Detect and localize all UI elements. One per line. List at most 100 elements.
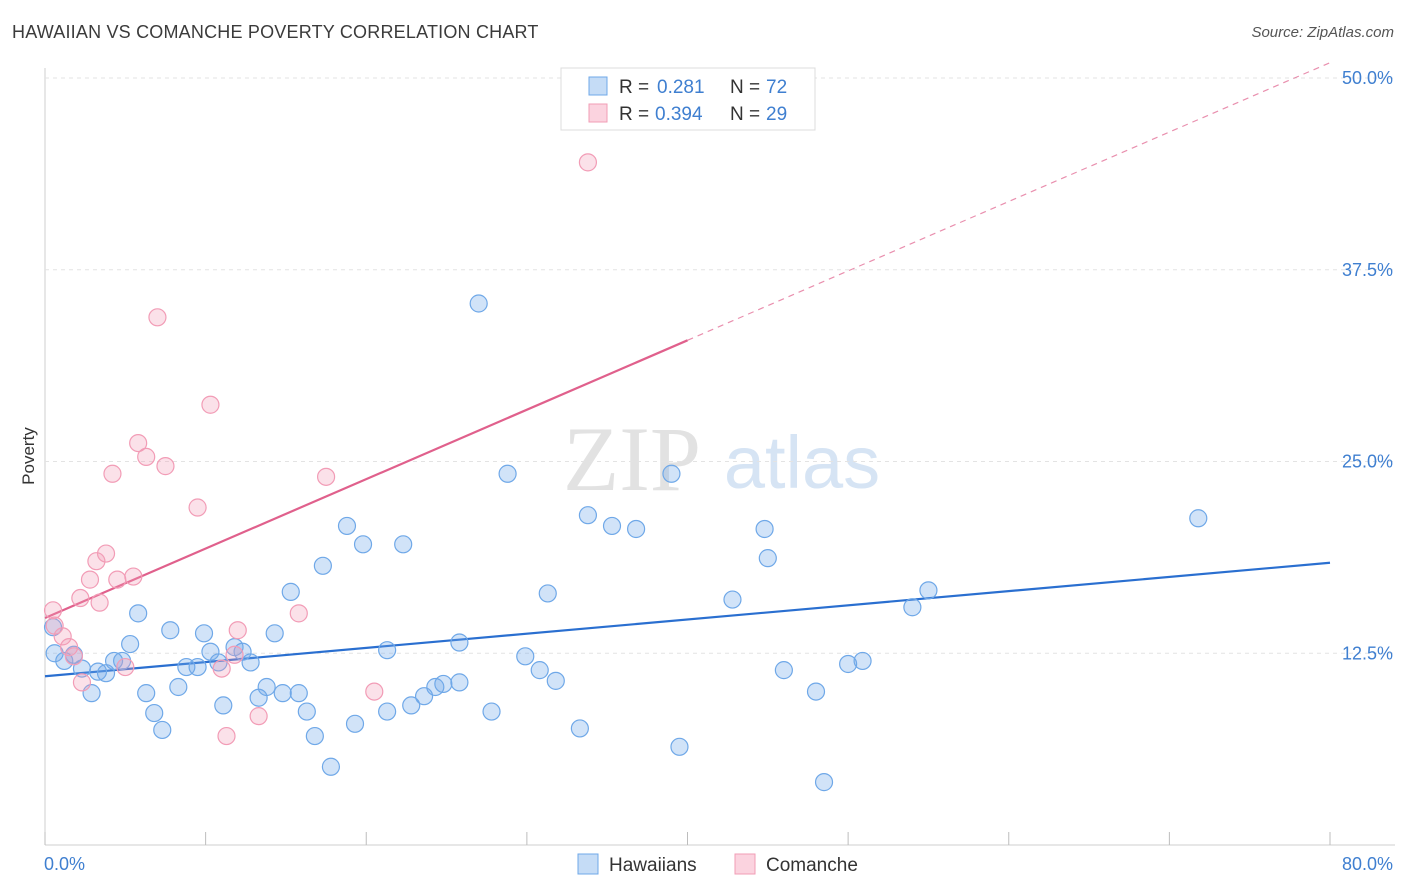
point-comanche: [137, 447, 156, 466]
point-comanche: [212, 659, 231, 678]
legend-n-value-comanche: 29: [766, 104, 787, 125]
point-hawaiians: [337, 516, 357, 536]
trend-line-hawaiians: [44, 561, 1331, 678]
y-tick-label: 12.5%: [1342, 643, 1393, 663]
point-hawaiians: [538, 584, 557, 603]
point-hawaiians: [723, 590, 742, 609]
point-comanche: [116, 657, 135, 677]
point-hawaiians: [670, 737, 689, 756]
point-hawaiians: [194, 624, 214, 643]
point-hawaiians: [394, 535, 413, 554]
x-tick-label-max: 80.0%: [1342, 854, 1393, 874]
point-comanche: [249, 707, 268, 726]
point-hawaiians: [257, 677, 276, 697]
legend-top: R = 0.281 N = 72 R = 0.394 N = 29: [560, 67, 816, 131]
point-comanche: [59, 638, 79, 657]
point-hawaiians: [273, 684, 292, 703]
data-points: [43, 153, 1208, 792]
point-hawaiians: [321, 757, 341, 776]
point-hawaiians: [853, 651, 872, 671]
point-hawaiians: [129, 604, 148, 623]
point-comanche: [316, 467, 336, 486]
y-tick-label: 50.0%: [1342, 68, 1393, 88]
point-hawaiians: [281, 582, 300, 601]
point-comanche: [64, 647, 84, 666]
legend-swatch-hawaiians: [588, 76, 608, 96]
point-hawaiians: [516, 647, 535, 666]
point-hawaiians: [402, 696, 421, 715]
legend-r-value-hawaiians: 0.281: [657, 77, 705, 98]
point-hawaiians: [313, 556, 332, 575]
bottom-legend-label-hawaiians: Hawaiians: [609, 855, 697, 876]
point-hawaiians: [241, 653, 260, 672]
point-comanche: [80, 570, 100, 589]
point-hawaiians: [570, 719, 589, 738]
gridlines: [45, 77, 1395, 654]
legend-n-label-comanche: N =: [730, 104, 760, 125]
point-hawaiians: [839, 654, 858, 674]
point-hawaiians: [169, 677, 188, 697]
point-comanche: [129, 433, 148, 453]
legend-r-label-hawaiians: R =: [619, 77, 649, 98]
point-hawaiians: [297, 702, 316, 721]
y-tick-label: 37.5%: [1342, 260, 1393, 280]
point-hawaiians: [378, 702, 397, 721]
source-credit: Source: ZipAtlas.com: [1251, 24, 1394, 41]
x-tick-label-min: 0.0%: [44, 854, 85, 874]
point-hawaiians: [145, 703, 164, 723]
point-hawaiians: [530, 661, 549, 680]
point-comanche: [124, 567, 143, 586]
point-comanche: [72, 673, 92, 692]
legend-n-value-hawaiians: 72: [766, 77, 787, 98]
x-tick-marks: [44, 832, 1331, 845]
point-hawaiians: [305, 726, 324, 746]
legend-r-label-comanche: R =: [619, 104, 649, 125]
point-comanche: [578, 153, 598, 172]
point-hawaiians: [137, 684, 156, 703]
bottom-legend-swatch-comanche: [734, 853, 756, 875]
chart-title: HAWAIIAN VS COMANCHE POVERTY CORRELATION…: [12, 22, 539, 42]
y-tick-label: 25.0%: [1342, 452, 1393, 472]
point-hawaiians: [806, 682, 826, 701]
point-comanche: [156, 457, 175, 476]
legend-n-label-hawaiians: N =: [730, 77, 760, 98]
y-tick-labels: 12.5% 25.0% 37.5% 50.0%: [1342, 68, 1393, 663]
point-hawaiians: [450, 673, 469, 692]
point-hawaiians: [345, 714, 365, 733]
point-comanche: [217, 726, 236, 746]
point-hawaiians: [546, 671, 565, 690]
bottom-legend-label-comanche: Comanche: [766, 855, 858, 876]
point-hawaiians: [758, 549, 777, 568]
point-hawaiians: [498, 464, 517, 483]
point-hawaiians: [482, 702, 501, 721]
point-comanche: [188, 498, 207, 517]
point-hawaiians: [1189, 509, 1208, 528]
point-hawaiians: [161, 621, 180, 640]
bottom-legend-swatch-hawaiians: [577, 853, 599, 875]
point-hawaiians: [755, 519, 774, 539]
point-hawaiians: [626, 519, 646, 539]
point-comanche: [96, 544, 116, 563]
legend-swatch-comanche: [588, 103, 608, 123]
point-hawaiians: [121, 634, 140, 654]
point-hawaiians: [919, 581, 938, 600]
point-hawaiians: [289, 684, 308, 703]
point-comanche: [108, 570, 127, 589]
legend-bottom: Hawaiians Comanche: [577, 853, 858, 876]
point-hawaiians: [450, 633, 469, 652]
trend-lines: [44, 62, 1331, 678]
point-hawaiians: [903, 598, 922, 617]
point-hawaiians: [774, 661, 793, 680]
point-hawaiians: [578, 506, 598, 525]
watermark-atlas: atlas: [724, 421, 880, 504]
trend-line-comanche-extension: [687, 62, 1331, 341]
point-comanche: [201, 395, 220, 414]
point-hawaiians: [814, 773, 834, 792]
point-comanche: [148, 308, 167, 327]
point-hawaiians: [153, 720, 172, 740]
point-comanche: [228, 621, 247, 640]
point-comanche: [225, 645, 244, 664]
point-hawaiians: [353, 535, 373, 554]
point-hawaiians: [378, 641, 397, 660]
point-hawaiians: [188, 657, 207, 677]
